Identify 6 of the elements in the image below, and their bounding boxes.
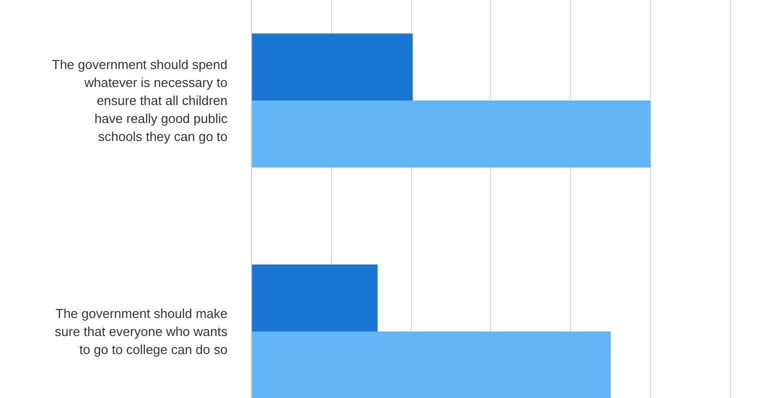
bar: [252, 264, 378, 332]
y-tick-label: The government should spend whatever is necessary to ensure that all children have really good public schools they can go to: [52, 57, 228, 144]
bar: [252, 34, 413, 100]
y-tick-label: The government should make sure that everyone who wants to go to college can do so: [54, 306, 228, 357]
bar: [252, 100, 651, 168]
bar: [252, 332, 611, 398]
